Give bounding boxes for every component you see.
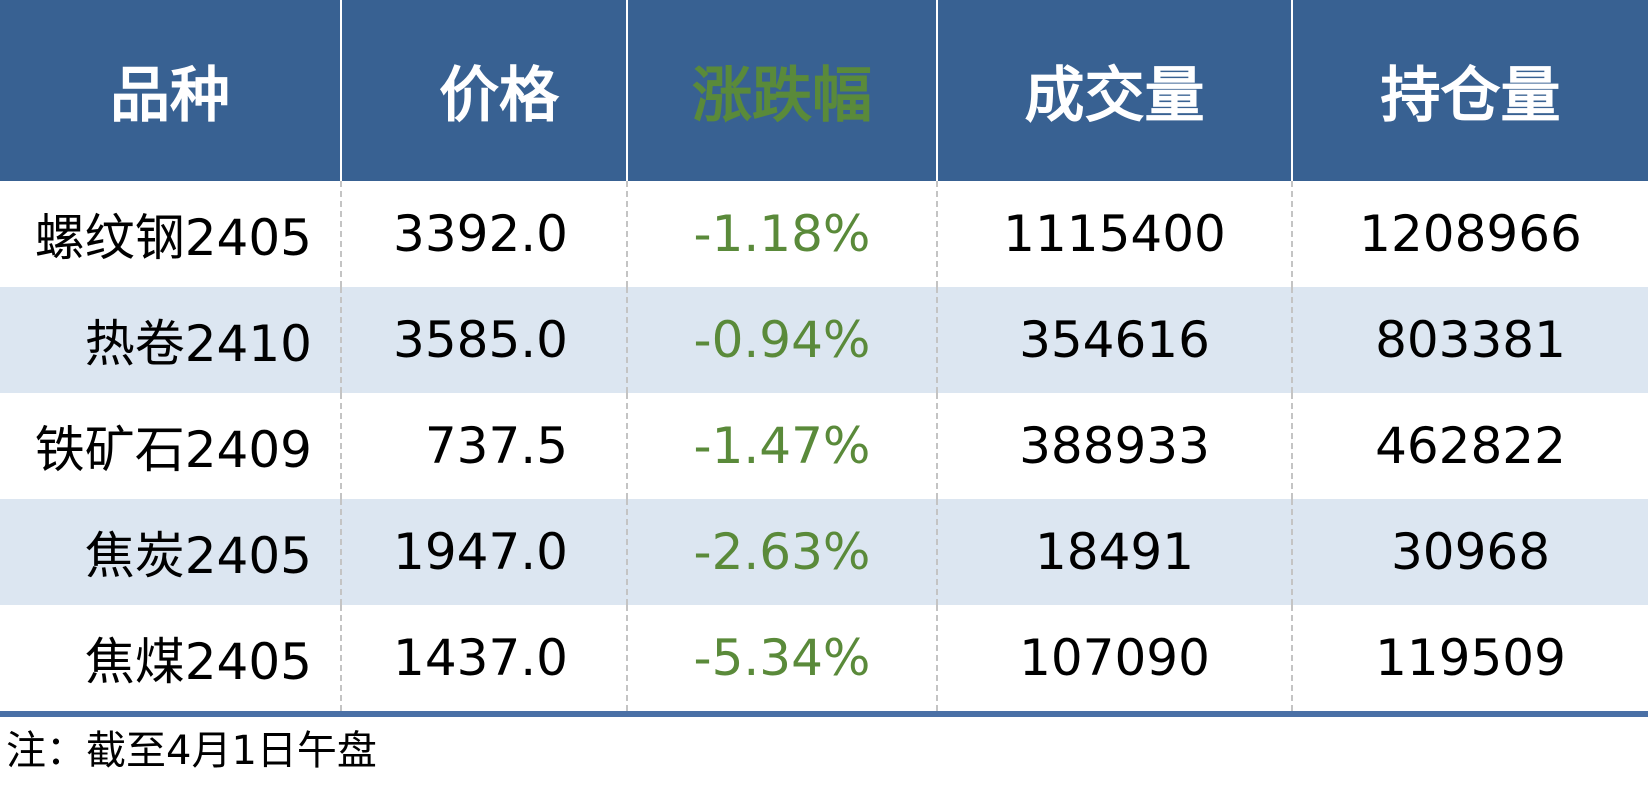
table-cell: 803381 — [1291, 287, 1648, 393]
table-cell: 30968 — [1291, 499, 1648, 605]
table-cell: -2.63% — [626, 499, 937, 605]
table-row: 铁矿石2409 737.5 -1.47% 388933 462822 — [0, 393, 1648, 499]
table-cell: 热卷2410 — [0, 287, 341, 393]
table-cell: 螺纹钢2405 — [34, 209, 312, 267]
table-cell: 焦炭2405 — [0, 499, 341, 605]
table-cell: 3392.0 — [340, 181, 627, 287]
table-row: 焦炭2405 1947.0 -2.63% 18491 30968 — [0, 499, 1648, 605]
bottom-rule — [0, 711, 1648, 717]
header-cell: 品种 — [0, 0, 341, 181]
table-cell: -0.94% — [626, 287, 937, 393]
table-row: 热卷2410 3585.0 -0.94% 354616 803381 — [0, 287, 1648, 393]
table-cell: 107090 — [936, 605, 1292, 711]
header-cell: 涨跌幅 — [626, 0, 937, 181]
table-cell: 焦煤2405 — [84, 633, 312, 691]
table-cell: 462822 — [1291, 393, 1648, 499]
table-cell: 119509 — [1291, 605, 1648, 711]
data-table: 品种 价格 涨跌幅 成交量 持仓量 螺纹钢2405 3392.0 -1.18% 1115400… — [0, 0, 1648, 711]
table-cell: 3585.0 — [340, 287, 627, 393]
note: 注：截至4月1日午盘 — [6, 728, 377, 774]
header-cell: 成交量 — [936, 0, 1292, 181]
table-cell: 388933 — [936, 393, 1292, 499]
table-cell: 354616 — [936, 287, 1292, 393]
table-cell: 737.5 — [340, 393, 627, 499]
header-cell: 持仓量 — [1291, 0, 1648, 181]
table-row: 螺纹钢2405 3392.0 -1.18% 1115400 1208966 — [0, 181, 1648, 287]
table-cell: 铁矿石2409 — [34, 421, 312, 479]
table-cell: 18491 — [936, 499, 1292, 605]
table-cell: -1.47% — [626, 393, 937, 499]
table-cell: -5.34% — [626, 605, 937, 711]
table-row: 焦煤2405 1437.0 -5.34% 107090 119509 — [0, 605, 1648, 711]
header-row: 品种 价格 涨跌幅 成交量 持仓量 — [0, 0, 1648, 181]
table-cell: -1.18% — [626, 181, 937, 287]
header-cell: 价格 — [340, 0, 627, 181]
table-cell: 1437.0 — [340, 605, 627, 711]
table-body: 螺纹钢2405 3392.0 -1.18% 1115400 1208966 热卷2410 3… — [0, 181, 1648, 711]
table-cell: 1115400 — [936, 181, 1292, 287]
table-cell: 1208966 — [1291, 181, 1648, 287]
table-cell: 1947.0 — [340, 499, 627, 605]
